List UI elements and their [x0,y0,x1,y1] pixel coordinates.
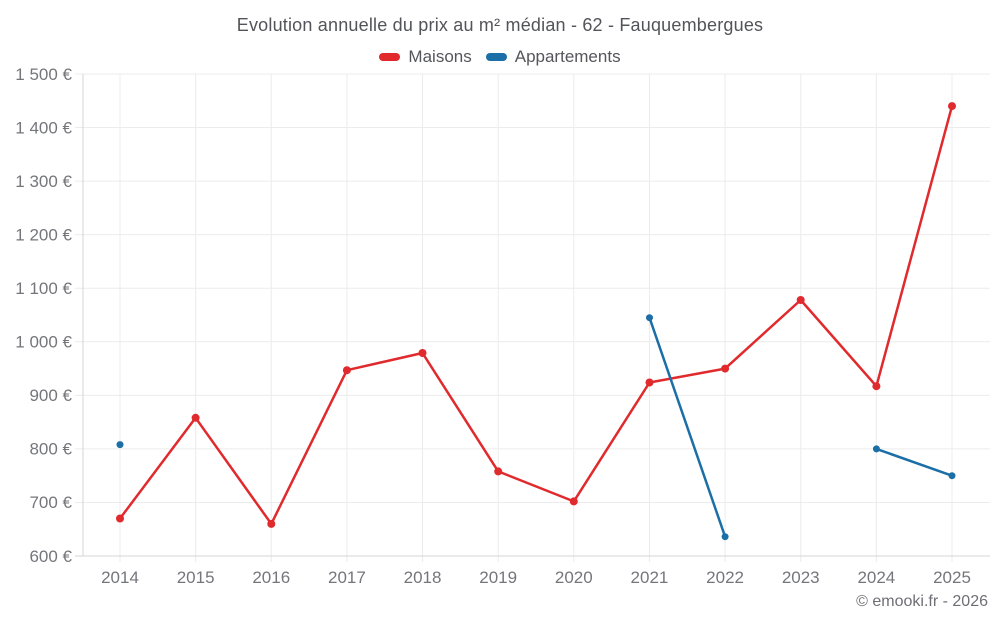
x-tick-label: 2024 [857,568,895,587]
y-tick-label: 900 € [29,386,72,405]
x-tick-label: 2016 [252,568,290,587]
x-tick-label: 2021 [631,568,669,587]
legend-item-appartements[interactable]: Appartements [485,47,621,67]
maisons-point-2017[interactable] [342,366,351,375]
maisons-point-2015[interactable] [191,413,200,422]
x-tick-label: 2022 [706,568,744,587]
maisons-series-swatch-icon [379,53,401,61]
maisons-point-2019[interactable] [494,467,503,476]
appartements-point-2025[interactable] [948,472,956,480]
appartements-series-swatch-icon [485,53,507,61]
maisons-point-2020[interactable] [569,497,578,506]
legend-item-maisons[interactable]: Maisons [379,47,472,67]
legend-label-appartements: Appartements [514,47,621,66]
appartements-point-2024[interactable] [872,445,880,453]
x-tick-label: 2015 [177,568,215,587]
maisons-point-2024[interactable] [872,382,881,391]
y-tick-label: 1 200 € [15,225,72,244]
chart-title: Evolution annuelle du prix au m² médian … [236,15,764,35]
appartements-point-2021[interactable] [646,314,653,322]
y-tick-label: 700 € [29,493,72,512]
maisons-point-2023[interactable] [796,296,805,304]
x-tick-label: 2014 [101,568,139,587]
chart-legend: Maisons Appartements [0,46,1000,68]
y-tick-label: 1 500 € [15,65,72,84]
x-tick-label: 2017 [328,568,366,587]
maisons-point-2016[interactable] [267,519,276,528]
maisons-point-2014[interactable] [116,514,124,523]
x-tick-label: 2018 [404,568,442,587]
x-tick-label: 2019 [479,568,517,587]
y-tick-label: 1 000 € [15,333,72,352]
maisons-line [118,104,954,526]
maisons-point-2018[interactable] [418,349,427,357]
y-tick-label: 1 300 € [15,172,72,191]
maisons-point-2022[interactable] [721,364,730,373]
y-tick-label: 800 € [29,440,72,459]
x-tick-label: 2025 [933,568,971,587]
appartements-point-2014[interactable] [116,441,124,449]
credit-text: © emooki.fr - 2026 [856,593,988,610]
maisons-point-2021[interactable] [645,378,654,387]
legend-label-maisons: Maisons [408,47,472,66]
y-tick-label: 600 € [29,547,72,566]
x-tick-label: 2020 [555,568,593,587]
y-tick-label: 1 100 € [15,279,72,298]
x-tick-label: 2023 [782,568,820,587]
maisons-point-2025[interactable] [948,102,956,111]
y-tick-label: 1 400 € [15,118,72,137]
appartements-line [648,316,954,538]
appartements-point-2022[interactable] [721,533,729,541]
